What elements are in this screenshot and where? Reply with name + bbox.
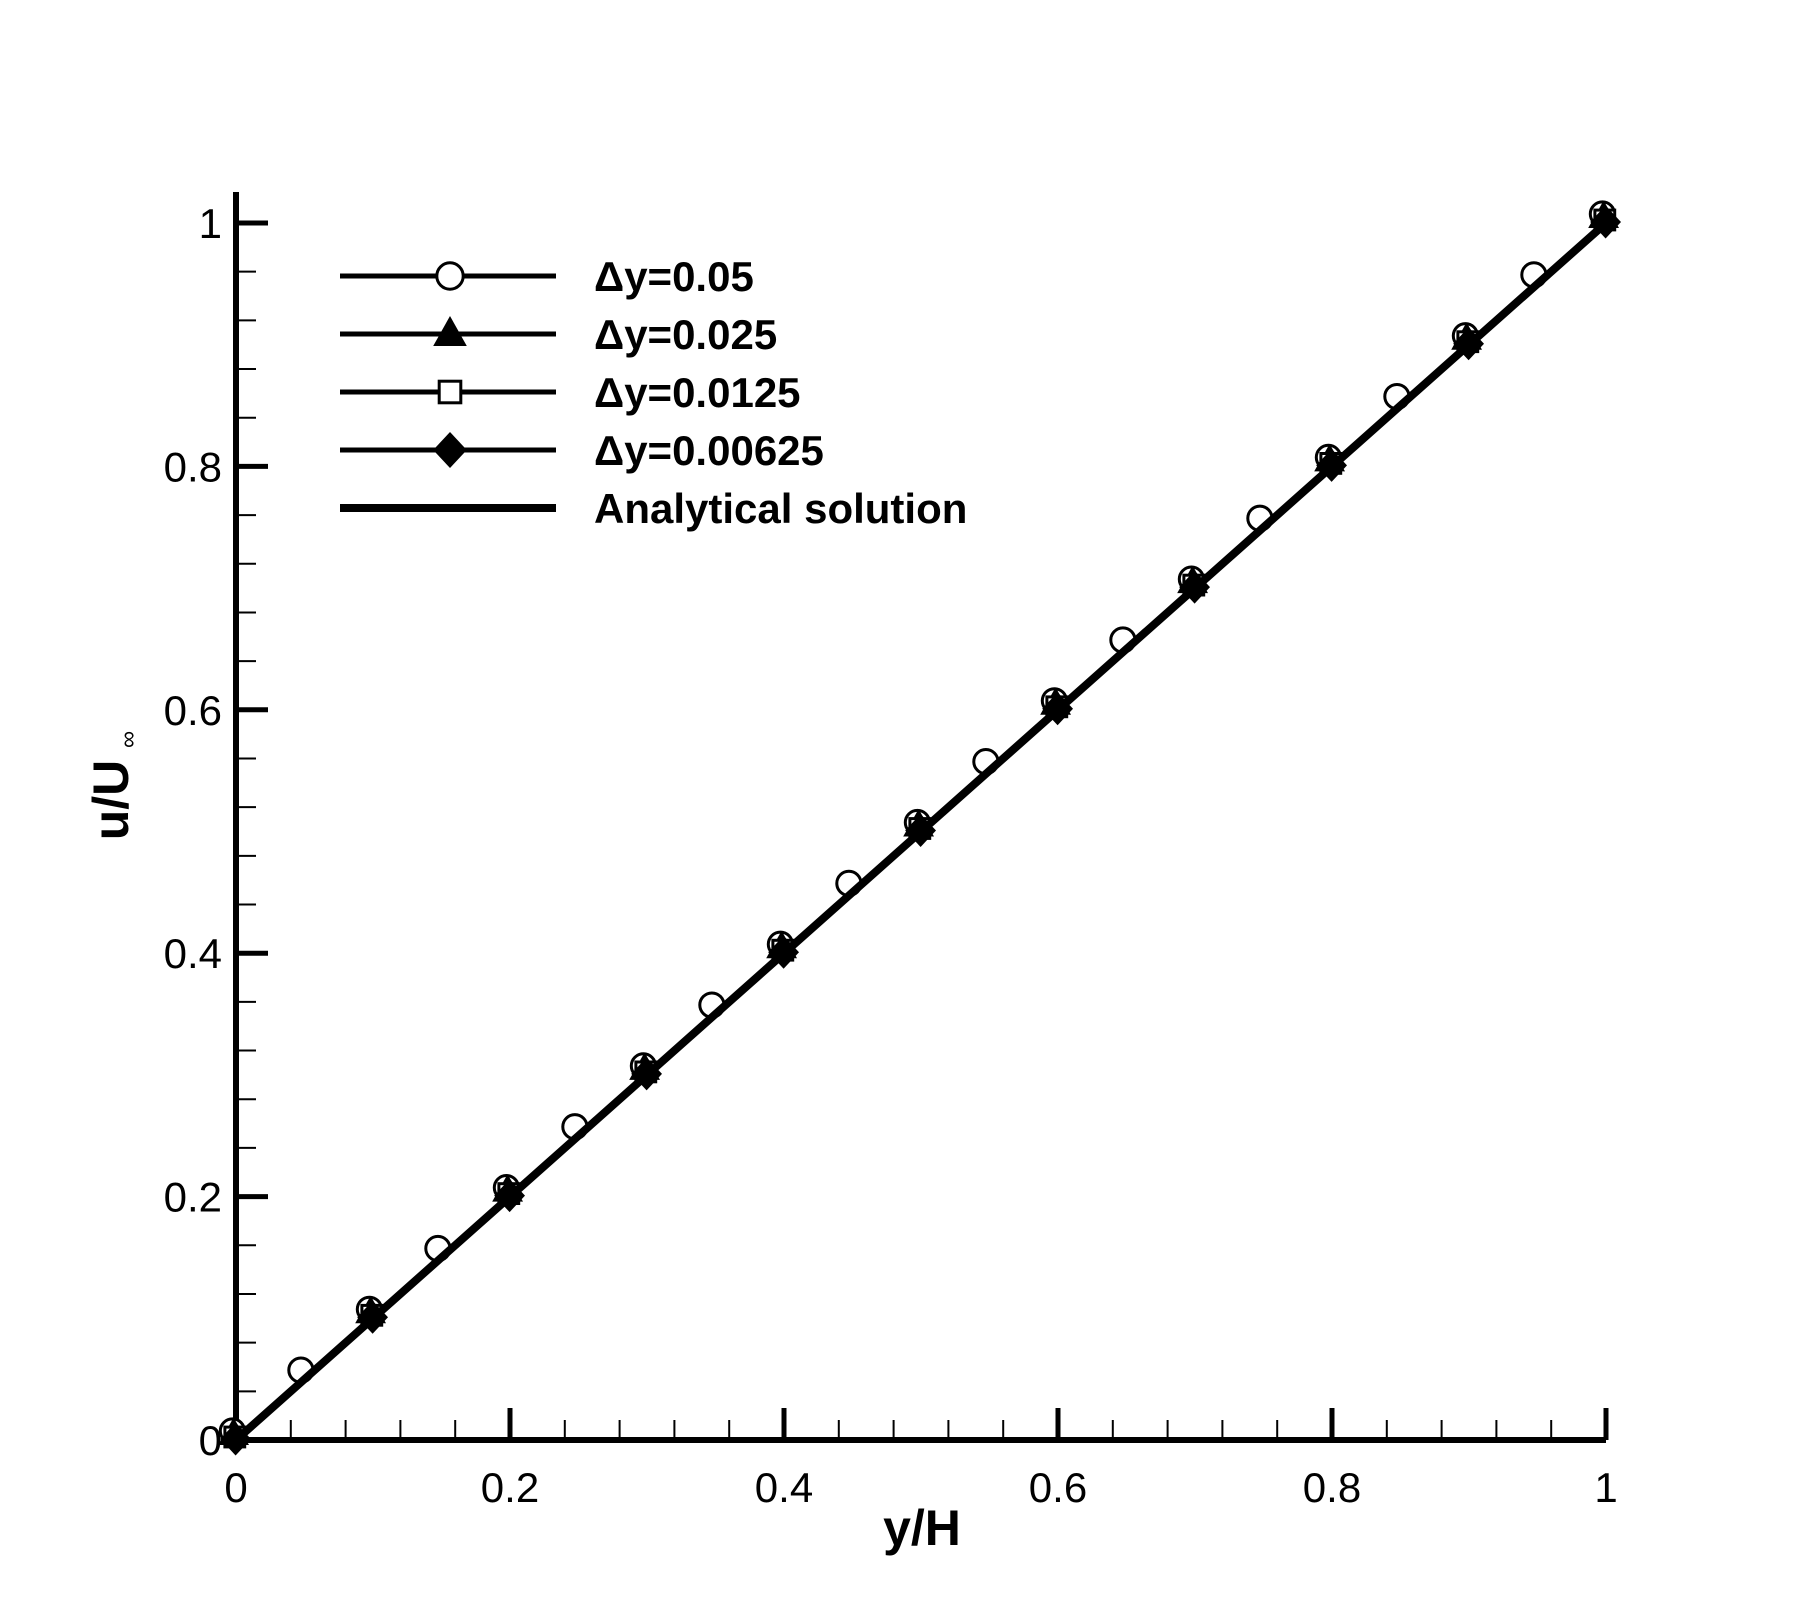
y-tick-label: 0.8: [164, 443, 222, 490]
legend-item: Δy=0.00625: [340, 427, 824, 474]
y-axis-title-main: u/U: [83, 760, 139, 841]
y-tick-group: 0 0.2 0.4 0.6 0.8 1: [164, 200, 268, 1464]
y-axis-title: u/U ∞: [83, 731, 142, 840]
legend-marker: [437, 379, 463, 405]
x-tick-label: 0.2: [481, 1464, 539, 1511]
y-axis-title-subscript: ∞: [115, 731, 142, 748]
series-group: [218, 200, 1621, 1456]
y-tick-label: 0: [199, 1417, 222, 1464]
x-tick-label: 0.8: [1303, 1464, 1361, 1511]
x-tick-label: 0.4: [755, 1464, 813, 1511]
legend-label: Δy=0.05: [594, 253, 754, 300]
legend-marker: [435, 261, 465, 291]
y-tick-label: 0.2: [164, 1174, 222, 1221]
legend-item: Δy=0.05: [340, 253, 754, 300]
legend-label: Δy=0.025: [594, 311, 777, 358]
legend-marker: [433, 316, 467, 346]
legend-item: Analytical solution: [340, 485, 967, 532]
legend-label: Δy=0.0125: [594, 369, 801, 416]
x-tick-label: 0: [224, 1464, 247, 1511]
x-tick-group: 0 0.2 0.4 0.6 0.8 1: [224, 1408, 1618, 1511]
series-line: [233, 220, 1609, 1443]
legend-item: Δy=0.025: [340, 311, 777, 358]
legend-item: Δy=0.0125: [340, 369, 801, 416]
legend-marker: [433, 432, 467, 468]
x-axis-title: y/H: [883, 1500, 961, 1556]
legend-label: Δy=0.00625: [594, 427, 824, 474]
legend: Δy=0.05 Δy=0.025 Δy=0.0125 Δy=0.00625 Analyt…: [340, 253, 967, 532]
y-tick-label: 1: [199, 200, 222, 247]
legend-label: Analytical solution: [594, 485, 967, 532]
y-tick-label: 0.6: [164, 687, 222, 734]
axes: [233, 192, 1606, 1443]
y-tick-label: 0.4: [164, 930, 222, 977]
data-point: [1590, 205, 1621, 239]
x-tick-label: 1: [1594, 1464, 1617, 1511]
series-analytical: [233, 220, 1609, 1443]
x-tick-label: 0.6: [1029, 1464, 1087, 1511]
